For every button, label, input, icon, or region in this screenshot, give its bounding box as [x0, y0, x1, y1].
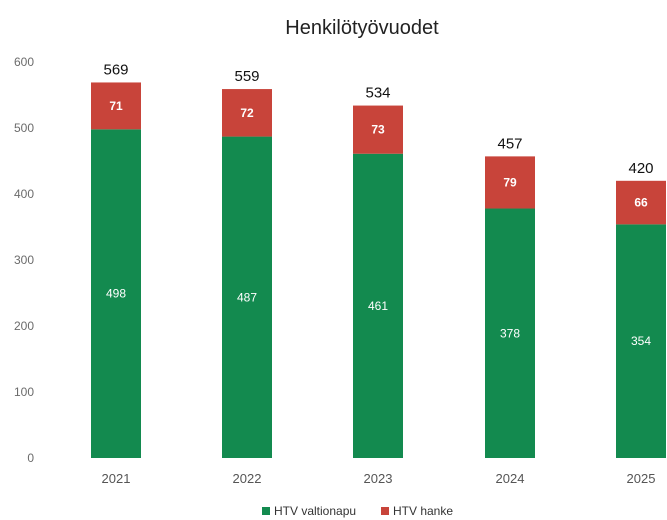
bar-segment-valtionapu	[616, 224, 666, 458]
bar-segment-valtionapu	[485, 208, 535, 458]
bar-segment-hanke	[485, 156, 535, 209]
legend-label: HTV hanke	[393, 504, 453, 518]
y-tick-label: 400	[14, 187, 34, 201]
bar-segment-valtionapu	[91, 129, 141, 458]
legend-swatch	[262, 507, 270, 515]
bar-segment-hanke	[353, 105, 403, 154]
bar-total-label: 457	[497, 135, 522, 152]
segment-data-label: 73	[371, 123, 385, 137]
y-tick-label: 200	[14, 319, 34, 333]
segment-data-label: 487	[237, 290, 257, 304]
x-tick-label: 2022	[233, 471, 262, 486]
x-tick-label: 2024	[496, 471, 525, 486]
bar-segment-valtionapu	[222, 136, 272, 458]
bar-segment-hanke	[91, 82, 141, 130]
bar-segment-hanke	[616, 180, 666, 225]
x-axis: 2021 2022 2023 2024 2025	[102, 471, 656, 486]
bar-total-label: 569	[103, 61, 128, 78]
legend-swatch	[381, 507, 389, 515]
segment-data-label: 66	[634, 196, 648, 210]
segment-data-label: 354	[631, 334, 651, 348]
y-tick-label: 100	[14, 385, 34, 399]
segment-data-label: 71	[109, 99, 123, 113]
segment-data-label: 378	[500, 326, 520, 340]
segment-data-label: 461	[368, 299, 388, 313]
bar-segment-valtionapu	[353, 153, 403, 459]
y-tick-label: 600	[14, 55, 34, 69]
legend: HTV valtionapu HTV hanke	[262, 504, 453, 518]
x-tick-label: 2025	[627, 471, 656, 486]
bar-segment-hanke	[222, 89, 272, 137]
y-tick-label: 0	[27, 451, 34, 465]
y-tick-label: 500	[14, 121, 34, 135]
segment-data-label: 498	[106, 287, 126, 301]
legend-label: HTV valtionapu	[274, 504, 356, 518]
x-tick-label: 2023	[364, 471, 393, 486]
y-axis: 0 100 200 300 400 500 600	[14, 55, 34, 465]
segment-data-label: 72	[240, 106, 254, 120]
bar-total-label: 559	[234, 68, 259, 85]
y-tick-label: 300	[14, 253, 34, 267]
bars: 498 71 569 487 72 559 461 73 534 378 79 457 354 66 420	[91, 61, 666, 459]
chart-title: Henkilötyövuodet	[285, 17, 439, 39]
bar-total-label: 534	[365, 85, 390, 102]
segment-data-label: 79	[503, 175, 517, 189]
x-tick-label: 2021	[102, 471, 131, 486]
bar-total-label: 420	[628, 160, 653, 177]
